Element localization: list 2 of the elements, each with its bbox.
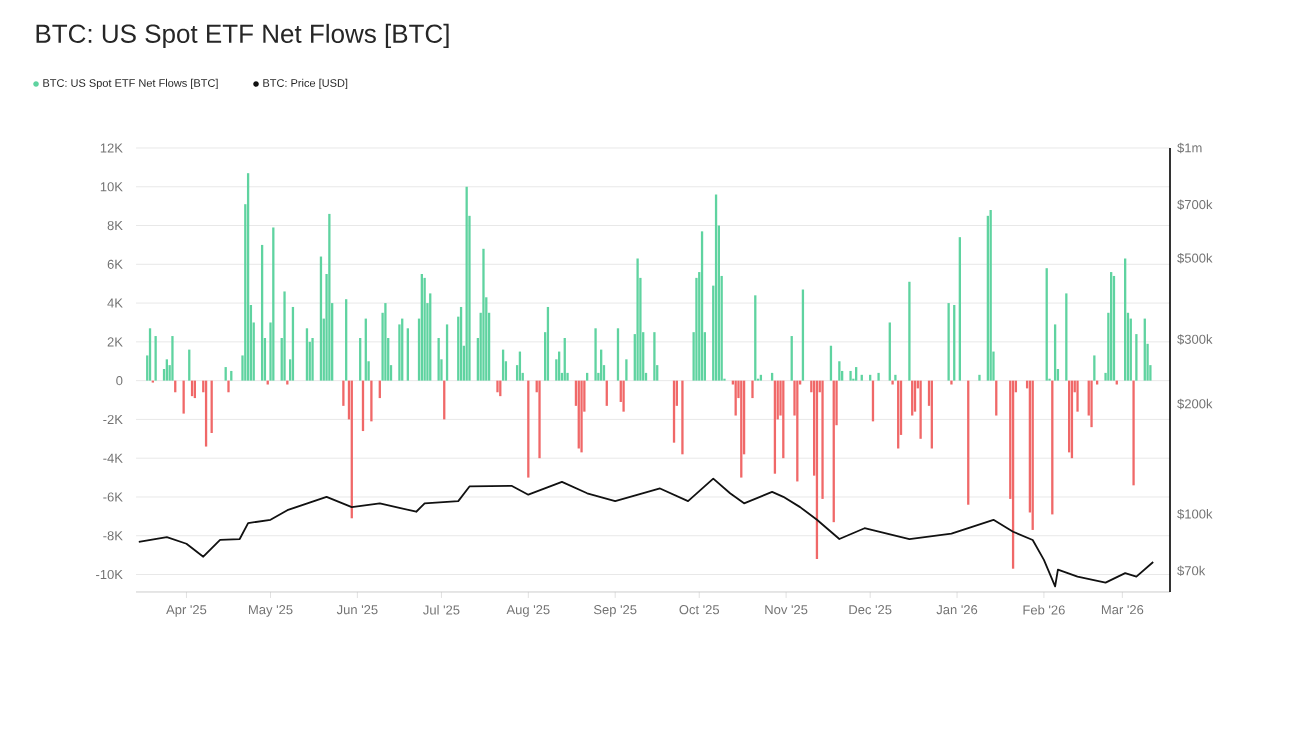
chart-title: BTC: US Spot ETF Net Flows [BTC] (36, 23, 449, 49)
line-series (137, 477, 1155, 588)
